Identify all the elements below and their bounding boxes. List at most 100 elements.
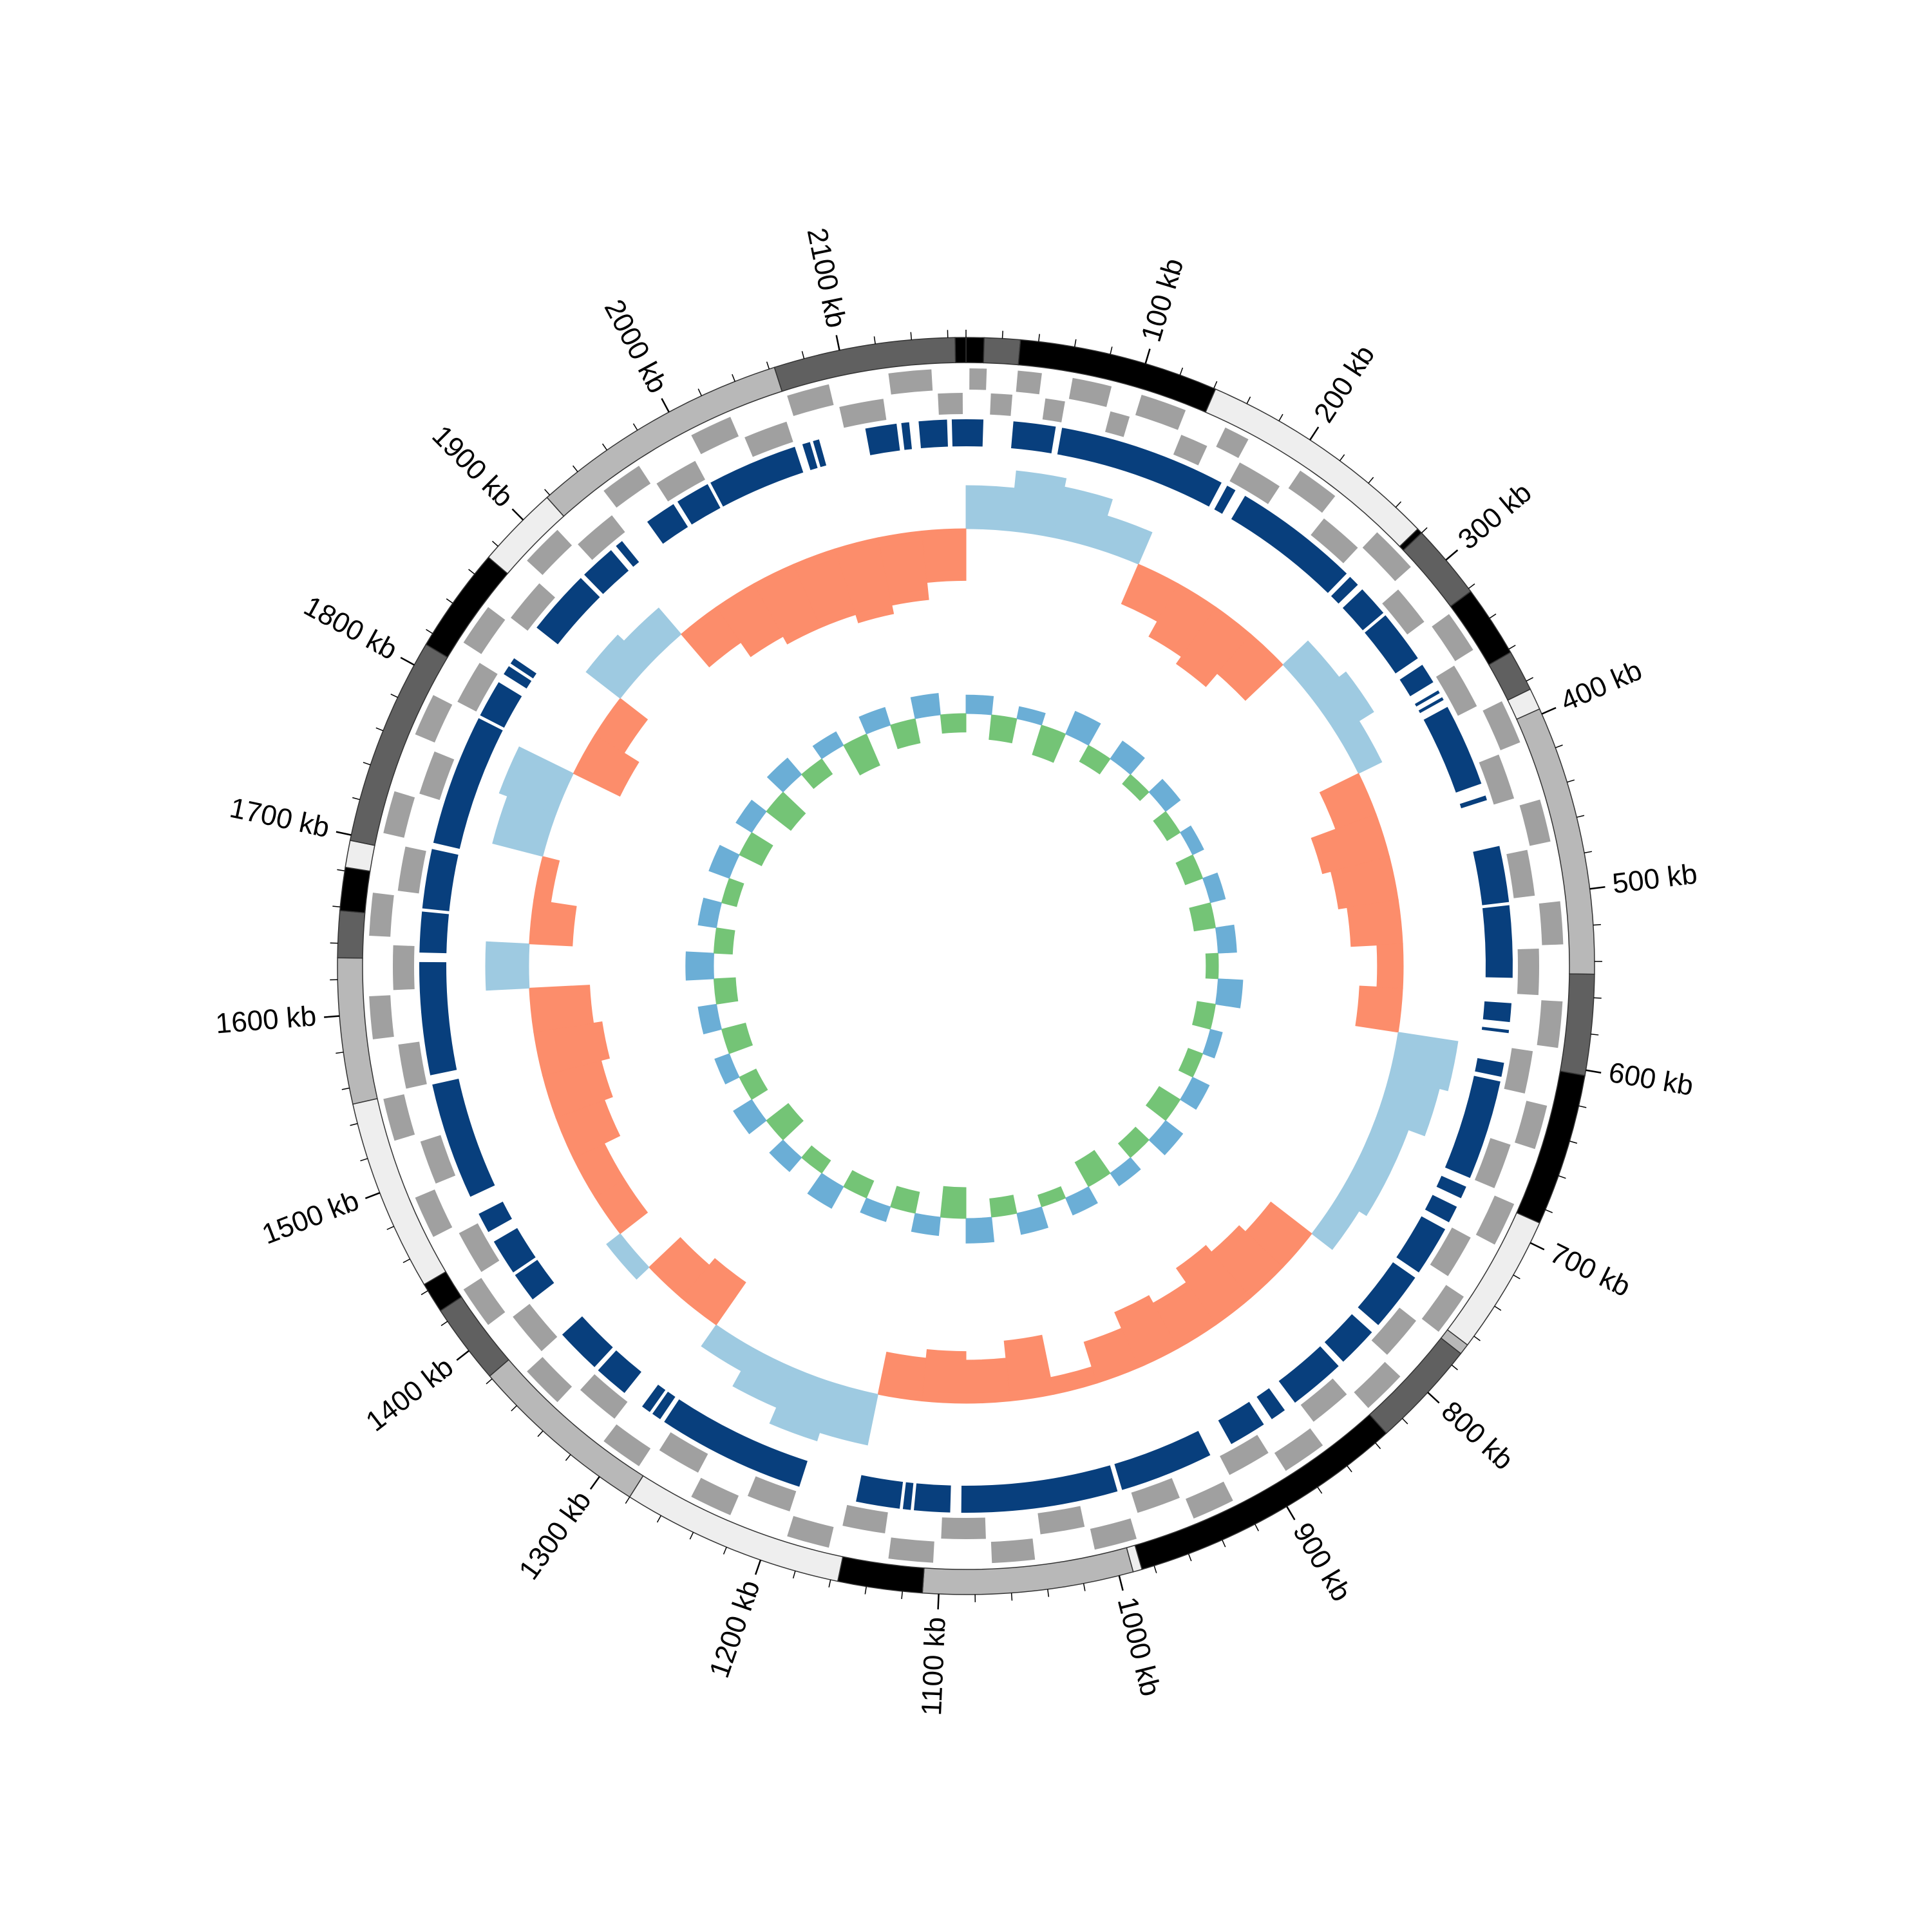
minor-tick [390,694,398,698]
minor-tick [537,1430,544,1437]
minor-tick [1395,501,1402,508]
gene-feature [603,1424,651,1466]
gc-skew-bar [910,693,941,719]
gene-feature [527,529,573,575]
gene-feature [1135,394,1186,430]
aligned-block [914,1483,951,1513]
minor-tick [486,1378,493,1385]
minor-tick [386,1226,394,1230]
minor-tick [341,1087,350,1090]
major-tick [1118,1575,1124,1591]
minor-tick [1347,1465,1352,1473]
gene-feature [1432,614,1473,661]
major-tick [365,1192,381,1200]
gc-content-bar [1355,985,1403,1033]
aligned-block [1459,795,1487,809]
gc-content-bar [529,899,577,947]
aligned-block [1365,615,1418,674]
aligned-block [584,550,629,594]
aligned-block [647,504,688,544]
aligned-block [510,658,537,679]
minor-tick [1494,1305,1502,1311]
aligned-block [951,419,966,447]
minor-tick [402,1258,410,1264]
minor-tick [363,762,371,766]
minor-tick [766,361,770,370]
aligned-block [642,1385,666,1412]
gene-feature [1354,1361,1401,1408]
aligned-block [802,442,818,471]
minor-tick [864,1586,867,1595]
gene-feature [1042,398,1065,422]
minor-tick [1555,744,1563,748]
major-tick [400,656,415,666]
aligned-block [515,1260,554,1300]
minor-tick [544,489,551,496]
minor-tick [1153,1566,1157,1573]
gene-feature [398,1041,427,1089]
major-tick [1309,426,1320,440]
aligned-block [677,484,721,525]
aligned-block [616,541,639,567]
minor-tick [1508,645,1516,650]
minor-tick [1569,1141,1578,1144]
minor-tick [336,1052,344,1054]
gene-feature [578,515,625,560]
gc-skew-bar [965,694,994,715]
minor-tick [332,905,341,908]
gc-skew-bar [713,927,735,955]
gc-content-bar [965,1358,1011,1404]
aligned-block [901,422,913,450]
gene-feature [1090,1518,1137,1550]
major-tick [1541,706,1557,715]
minor-tick [468,569,475,575]
minor-tick [352,797,360,800]
minor-tick [426,629,433,634]
aligned-block [1436,1175,1466,1198]
gene-feature [1430,1227,1471,1276]
gene-feature [580,1374,628,1419]
minor-tick [1339,454,1345,461]
gene-feature [1105,411,1130,437]
gene-feature [787,384,834,417]
major-tick [324,1015,340,1018]
aligned-block [478,1201,512,1233]
aligned-block [856,1475,904,1509]
aligned-block [966,419,984,447]
aligned-block [1231,495,1347,593]
gene-feature [1519,799,1551,846]
aligned-block [598,1350,641,1394]
minor-tick [350,1122,358,1126]
minor-tick [1526,677,1533,682]
tick-label: 1100 kb [916,1616,952,1716]
minor-tick [1513,1274,1520,1280]
aligned-block [1396,1216,1446,1273]
gc-content-bar [921,528,967,583]
contig-segment [345,840,375,872]
aligned-block [1423,706,1482,793]
minor-tick [792,1571,796,1579]
minor-tick [1545,1209,1553,1213]
gene-feature [415,695,453,743]
gene-feature [463,607,506,654]
aligned-block [1475,1057,1504,1077]
gene-feature [990,393,1013,416]
aligned-block [562,1316,613,1367]
aligned-block [865,423,900,455]
aligned-block [493,1227,536,1273]
aligned-block [1481,1027,1510,1034]
gene-feature [1186,1481,1233,1519]
minor-tick [1083,1583,1086,1591]
gene-feature [1229,462,1280,504]
aligned-block [664,1399,808,1487]
gene-feature [842,1504,888,1534]
gene-feature [420,1135,456,1184]
gc-skew-bar [1215,924,1237,954]
minor-tick [1255,1524,1259,1531]
major-tick [1144,348,1151,364]
minor-tick [375,727,384,732]
gene-feature [511,583,556,631]
aligned-block [1473,846,1510,905]
